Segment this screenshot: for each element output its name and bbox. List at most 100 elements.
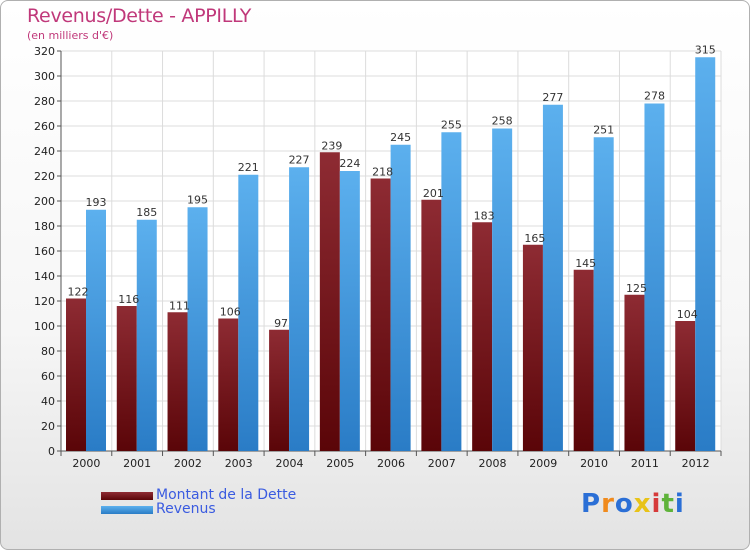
data-label-debt: 111 [169, 299, 190, 312]
x-tick-label: 2000 [72, 457, 100, 470]
bar-debt [167, 312, 188, 451]
y-tick-label: 180 [34, 220, 55, 233]
bar-debt [675, 321, 696, 451]
data-label-debt: 122 [68, 286, 89, 299]
x-tick-label: 2003 [225, 457, 253, 470]
logo-letter: r [601, 489, 615, 519]
data-label-revenue: 193 [86, 196, 107, 209]
chart-title: Revenus/Dette - APPILLY [27, 5, 252, 27]
y-tick-label: 140 [34, 270, 55, 283]
y-tick-label: 220 [34, 170, 55, 183]
x-tick-label: 2009 [529, 457, 557, 470]
x-tick-label: 2007 [428, 457, 456, 470]
data-labels: 122 193 116 185 111 195 106 221 97 227 239 224 218 24… [68, 43, 716, 330]
bar-revenue [695, 57, 716, 451]
y-tick-label: 260 [34, 120, 55, 133]
bar-revenue [492, 128, 513, 451]
x-tick-label: 2001 [123, 457, 151, 470]
bar-debt [66, 298, 86, 451]
x-tick-label: 2002 [174, 457, 202, 470]
y-tick-label: 40 [41, 395, 55, 408]
y-tick-label: 100 [34, 320, 55, 333]
y-tick-label: 240 [34, 145, 55, 158]
bar-revenue [187, 207, 208, 451]
x-tick-label: 2010 [580, 457, 608, 470]
data-label-debt: 116 [118, 293, 139, 306]
data-label-debt: 104 [677, 308, 698, 321]
bar-revenue [86, 209, 106, 451]
bar-debt [421, 199, 442, 451]
bar-revenue [441, 132, 462, 451]
data-label-revenue: 185 [136, 206, 157, 219]
logo-letter: o [614, 489, 634, 519]
x-tick-label: 2005 [326, 457, 354, 470]
logo-letter: t [661, 489, 675, 519]
y-tick-label: 280 [34, 95, 55, 108]
data-label-debt: 165 [524, 232, 545, 245]
x-tick-label: 2012 [682, 457, 710, 470]
bars [66, 57, 716, 451]
bar-chart: 0 20 40 60 80 100 120 140 160 180 200 220 240 260 280 3… [34, 43, 722, 470]
data-label-revenue: 258 [492, 115, 513, 128]
bar-debt [472, 222, 493, 451]
data-label-revenue: 277 [542, 91, 563, 104]
data-label-debt: 239 [321, 139, 342, 152]
bar-revenue [542, 104, 563, 451]
data-label-debt: 97 [274, 317, 288, 330]
bar-revenue [644, 103, 665, 451]
legend-label-revenue: Revenus [156, 501, 216, 517]
y-tick-label: 200 [34, 195, 55, 208]
bar-revenue [289, 167, 310, 451]
x-tick-label: 2011 [631, 457, 659, 470]
bar-debt [522, 244, 543, 451]
data-label-debt: 201 [423, 187, 444, 200]
logo-letter: x [633, 489, 652, 519]
y-tick-label: 80 [41, 345, 55, 358]
bar-revenue [390, 144, 411, 451]
bar-debt [573, 269, 594, 451]
data-label-revenue: 245 [390, 131, 411, 144]
bar-debt [116, 306, 137, 451]
bar-debt [319, 152, 340, 451]
y-tick-label: 320 [34, 45, 55, 58]
data-label-debt: 218 [372, 166, 393, 179]
data-label-revenue: 224 [339, 157, 360, 170]
axes: 0 20 40 60 80 100 120 140 160 180 200 220 240 260 280 3… [34, 45, 722, 470]
bar-debt [269, 329, 290, 451]
y-tick-label: 0 [48, 445, 55, 458]
data-label-debt: 145 [575, 257, 596, 270]
data-label-revenue: 227 [289, 153, 310, 166]
bar-debt [624, 294, 645, 451]
data-label-revenue: 315 [695, 43, 716, 56]
x-tick-label: 2008 [479, 457, 507, 470]
data-label-revenue: 195 [187, 193, 208, 206]
bar-revenue [593, 137, 614, 451]
bar-revenue [339, 171, 360, 451]
bar-debt [370, 178, 391, 451]
chart-subtitle: (en milliers d'€) [27, 29, 114, 42]
bar-revenue [238, 174, 259, 451]
y-tick-label: 20 [41, 420, 55, 433]
data-label-debt: 125 [626, 282, 647, 295]
data-label-revenue: 221 [238, 161, 259, 174]
legend-label-debt: Montant de la Dette [156, 487, 297, 503]
bar-debt [218, 318, 239, 451]
proxiti-logo: Proxiti [581, 489, 685, 519]
y-tick-label: 300 [34, 70, 55, 83]
x-tick-label: 2004 [275, 457, 303, 470]
logo-letter: i [651, 489, 662, 519]
y-tick-label: 120 [34, 295, 55, 308]
data-label-debt: 106 [220, 306, 241, 319]
logo-letter: P [581, 489, 602, 519]
data-label-revenue: 255 [441, 118, 462, 131]
data-label-revenue: 251 [593, 123, 614, 136]
legend-swatch-debt [101, 492, 153, 500]
bar-revenue [136, 219, 157, 451]
y-tick-label: 160 [34, 245, 55, 258]
data-label-debt: 183 [474, 209, 495, 222]
legend-swatch-revenue [101, 506, 153, 514]
x-tick-label: 2006 [377, 457, 405, 470]
logo-letter: i [674, 489, 685, 519]
data-label-revenue: 278 [644, 90, 665, 103]
